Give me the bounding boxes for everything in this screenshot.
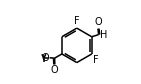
Text: F: F (74, 16, 80, 26)
Text: O: O (94, 17, 102, 27)
Text: O: O (51, 66, 58, 76)
Text: H: H (100, 30, 108, 40)
Text: O: O (41, 53, 49, 63)
Text: F: F (93, 56, 99, 66)
